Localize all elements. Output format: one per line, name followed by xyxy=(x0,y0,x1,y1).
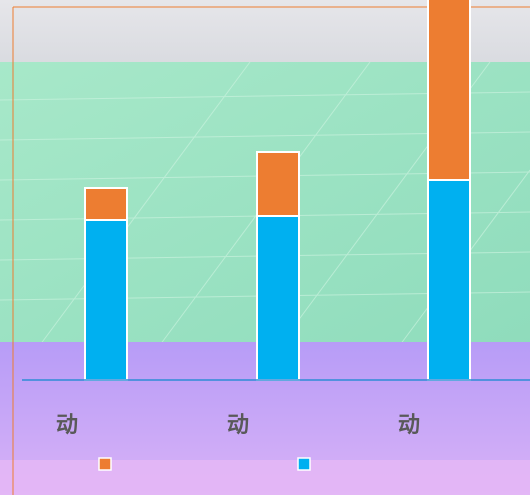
bar-segment-series-1-category-1 xyxy=(84,219,128,381)
bar-segment-series-2-category-1 xyxy=(84,187,128,221)
category-labels: 动动动 xyxy=(56,413,420,438)
category-label-3: 动 xyxy=(398,413,420,438)
bar-segment-series-2-category-2 xyxy=(256,151,300,217)
bars-group xyxy=(84,0,471,381)
category-label-2: 动 xyxy=(227,413,249,438)
legend-marker-series-1 xyxy=(297,457,311,471)
bar-segment-series-1-category-2 xyxy=(256,215,300,381)
legend-marker-series-2 xyxy=(98,457,112,471)
bar-segment-series-1-category-3 xyxy=(427,179,471,381)
bar-segment-series-2-category-3 xyxy=(427,0,471,181)
legend xyxy=(98,457,311,471)
ground-highlight xyxy=(0,460,530,495)
category-label-1: 动 xyxy=(56,413,78,438)
